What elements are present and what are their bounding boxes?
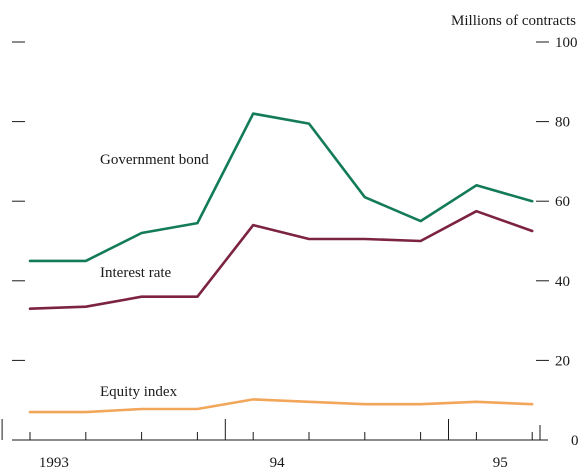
series-lines [28, 112, 534, 414]
series-label: Equity index [100, 384, 178, 400]
x-tick-label: 94 [270, 455, 286, 468]
y-tick-label: 40 [555, 274, 570, 290]
series-line-2 [28, 398, 534, 414]
right-y-ticks: 0 20 40 60 80 100 [536, 35, 579, 449]
series-labels: Government bond Interest rate Equity index [100, 152, 209, 400]
series-line-1 [28, 209, 534, 311]
series-line-0 [28, 112, 534, 263]
series-label: Government bond [100, 152, 209, 168]
y-tick-label: 100 [555, 35, 578, 51]
left-y-ticks [12, 41, 25, 361]
series-label: Interest rate [100, 265, 172, 281]
y-tick-label: 80 [555, 115, 570, 131]
y-tick-label: 20 [555, 353, 570, 369]
y-axis-title: Millions of contracts [451, 13, 576, 29]
x-ticks: 1993 94 95 [1, 419, 541, 468]
y-tick-label: 0 [571, 433, 579, 449]
x-tick-label: 95 [493, 455, 508, 468]
y-tick-label: 60 [555, 194, 570, 210]
x-tick-label: 1993 [39, 455, 69, 468]
